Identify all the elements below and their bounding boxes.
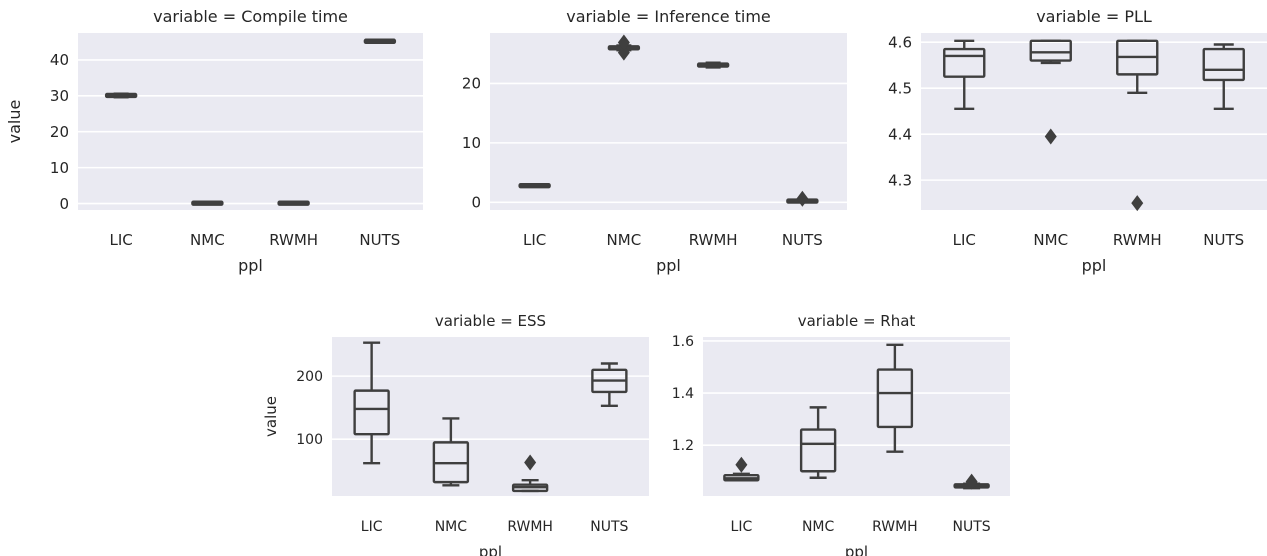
facet-panel-4: 1.2 1.4 1.6 LIC NMC RWMH NUTS variable = Rhat pp… <box>672 312 1010 556</box>
x-tick-label: NUTS <box>782 231 823 249</box>
x-tick-label: LIC <box>953 231 976 249</box>
panel-background <box>490 33 847 210</box>
x-tick-label: NMC <box>435 519 468 535</box>
y-tick-label: 0 <box>471 194 481 212</box>
box-lic <box>104 92 138 99</box>
box-iqr <box>943 47 986 78</box>
x-tick-label: NUTS <box>359 231 400 249</box>
x-axis-label: ppl <box>656 256 681 275</box>
box-lic <box>723 456 760 482</box>
x-tick-label: NUTS <box>590 519 628 535</box>
box-rwmh <box>511 454 549 493</box>
box-iqr <box>876 368 914 429</box>
box-nuts <box>786 190 819 207</box>
outlier-point <box>524 454 537 471</box>
y-tick-label: 1.2 <box>672 438 694 454</box>
box-nuts <box>363 38 397 44</box>
x-tick-label: NMC <box>1033 231 1068 249</box>
facet-panel-3: 100 200 LIC NMC RWMH NUTS variable = ESS ppl val… <box>262 312 649 556</box>
y-tick-label: 30 <box>50 87 69 105</box>
panel-background <box>703 337 1010 496</box>
panel-title: variable = PLL <box>1036 7 1152 26</box>
outlier-point <box>617 34 630 51</box>
y-tick-label: 100 <box>296 432 323 448</box>
panel-title: variable = Rhat <box>798 312 916 330</box>
panel-title: variable = ESS <box>435 312 546 330</box>
box-iqr <box>1029 39 1072 62</box>
x-tick-label: NMC <box>190 231 225 249</box>
y-tick-label: 20 <box>50 123 69 141</box>
x-tick-label: RWMH <box>269 231 318 249</box>
y-tick-label: 40 <box>50 51 69 69</box>
box-nmc <box>799 406 837 479</box>
outlier-point <box>796 190 809 207</box>
box-iqr <box>353 389 390 436</box>
y-tick-label: 4.5 <box>888 79 912 97</box>
box-lic <box>518 182 551 189</box>
box-nmc <box>191 200 224 206</box>
y-tick-label: 4.4 <box>888 125 912 143</box>
box-rwmh <box>1116 39 1159 212</box>
y-axis-label: value <box>262 396 280 437</box>
x-tick-label: LIC <box>731 519 753 535</box>
y-tick-label: 0 <box>59 195 69 213</box>
box-nuts <box>1202 43 1245 111</box>
panel-title: variable = Inference time <box>566 7 771 26</box>
panel-background <box>78 33 423 210</box>
panel-background <box>921 33 1267 210</box>
x-tick-label: NUTS <box>953 519 991 535</box>
x-axis-label: ppl <box>845 543 868 556</box>
box-lic <box>943 39 986 111</box>
box-iqr <box>1202 47 1245 82</box>
x-tick-label: NUTS <box>1203 231 1244 249</box>
x-tick-label: LIC <box>109 231 132 249</box>
x-tick-label: RWMH <box>1113 231 1162 249</box>
box-nuts <box>591 362 628 407</box>
outlier-point <box>1131 195 1144 212</box>
box-lic <box>353 341 390 465</box>
y-axis-label: value <box>5 100 24 144</box>
x-tick-label: RWMH <box>689 231 738 249</box>
y-tick-label: 4.6 <box>888 33 912 51</box>
x-tick-label: LIC <box>523 231 546 249</box>
box-iqr <box>799 428 837 473</box>
x-axis-label: ppl <box>238 256 263 275</box>
outlier-point <box>617 44 630 61</box>
x-tick-label: NMC <box>802 519 835 535</box>
facet-panel-0: 0 10 20 30 40 LIC NMC RWMH NUTS variable = Compil… <box>5 7 423 275</box>
x-axis-label: ppl <box>1082 256 1107 275</box>
x-tick-label: NMC <box>607 231 642 249</box>
box-nmc <box>432 417 470 487</box>
outlier-point <box>1044 128 1057 145</box>
box-nmc <box>1029 39 1072 145</box>
y-tick-label: 1.6 <box>672 334 694 350</box>
outlier-point <box>965 473 978 490</box>
y-tick-label: 4.3 <box>888 171 912 189</box>
y-tick-label: 10 <box>50 159 69 177</box>
box-nuts <box>953 473 990 490</box>
outlier-point <box>735 456 748 473</box>
y-tick-label: 20 <box>462 75 481 93</box>
box-rwmh <box>696 61 730 69</box>
facet-panel-2: 4.3 4.4 4.5 4.6 LIC NMC RWMH NUTS variable = PLL… <box>888 7 1267 275</box>
x-axis-label: ppl <box>479 543 502 556</box>
y-tick-label: 200 <box>296 369 323 385</box>
x-tick-label: LIC <box>361 519 383 535</box>
y-tick-label: 10 <box>462 134 481 152</box>
y-tick-label: 1.4 <box>672 386 694 402</box>
panel-background <box>332 337 649 496</box>
panel-title: variable = Compile time <box>153 7 348 26</box>
box-rwmh <box>277 200 310 206</box>
box-nmc <box>607 34 641 61</box>
x-tick-label: RWMH <box>507 519 553 535</box>
box-rwmh <box>876 343 914 453</box>
facet-panel-1: 0 10 20 LIC NMC RWMH NUTS variable = Inference … <box>462 7 847 275</box>
x-tick-label: RWMH <box>872 519 918 535</box>
